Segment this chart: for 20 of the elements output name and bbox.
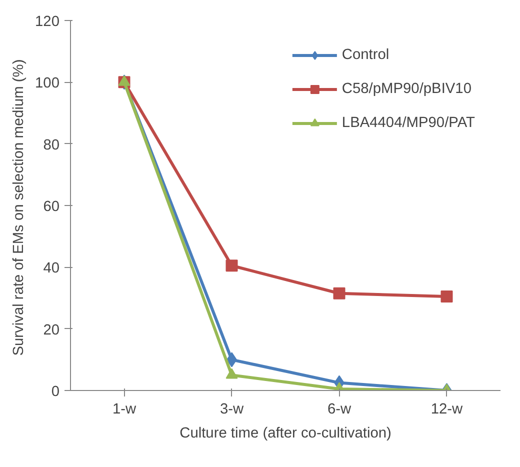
y-tick-label: 0 <box>51 384 60 400</box>
legend-label: C58/pMP90/pBIV10 <box>342 81 472 97</box>
x-axis-title: Culture time (after co-cultivation) <box>180 426 392 442</box>
point <box>226 368 238 379</box>
point <box>440 290 453 302</box>
x-tick-label: 12-w <box>430 402 464 418</box>
y-tick-label: 100 <box>35 76 60 92</box>
x-tick-label: 1-w <box>112 402 136 418</box>
legend-label: Control <box>342 47 390 63</box>
y-axis-title: Survival rate of EMs on selection medium (%) <box>11 59 28 356</box>
point <box>226 260 238 272</box>
y-tick-label: 80 <box>43 137 60 154</box>
y-tick-label: 20 <box>43 322 60 338</box>
y-tick-label: 120 <box>35 14 60 30</box>
y-tick-label: 60 <box>43 199 60 215</box>
x-tick-label: 6-w <box>327 402 352 418</box>
x-tick-label: 3-w <box>220 402 244 418</box>
legend-label: LBA4404/MP90/PAT <box>342 115 475 131</box>
y-tick-label: 40 <box>43 260 60 277</box>
point <box>333 287 346 300</box>
